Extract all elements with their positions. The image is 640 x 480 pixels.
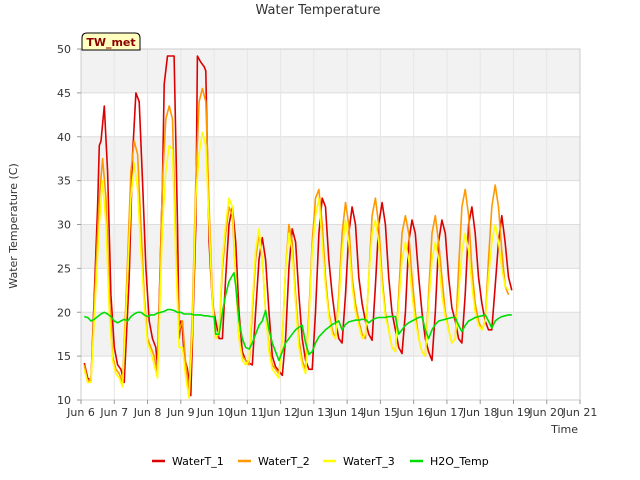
- chart-title: Water Temperature: [256, 3, 381, 18]
- legend-item-watert-2: WaterT_2: [238, 455, 310, 468]
- background-band: [81, 136, 580, 181]
- legend-item-watert-1: WaterT_1: [152, 455, 224, 468]
- series-line-watert-1: [83, 55, 513, 397]
- legend-label: WaterT_2: [258, 455, 310, 468]
- x-tick-label: Jun 13: [296, 406, 332, 419]
- x-axis-label: Time: [550, 423, 578, 436]
- badge-box: [81, 32, 141, 51]
- y-tick-label: 10: [57, 394, 71, 407]
- x-tick-label: Jun 9: [166, 406, 195, 419]
- y-axis-label: Water Temperature (C): [7, 163, 20, 288]
- x-tick-label: Jun 18: [462, 406, 498, 419]
- y-tick-label: 20: [57, 306, 71, 319]
- y-tick-label: 50: [57, 43, 71, 56]
- x-tick-label: Jun 7: [99, 406, 128, 419]
- y-tick-label: 25: [57, 262, 71, 275]
- x-tick-label: Jun 6: [66, 406, 95, 419]
- legend: WaterT_1 WaterT_2 WaterT_3 H2O_Temp: [152, 455, 489, 468]
- x-tick-label: Jun 11: [229, 406, 265, 419]
- x-tick-label: Jun 17: [429, 406, 465, 419]
- y-tick-label: 15: [57, 350, 71, 363]
- x-tick-label: Jun 16: [395, 406, 431, 419]
- legend-item-watert-3: WaterT_3: [323, 455, 395, 468]
- background-band: [81, 49, 580, 93]
- x-tick-label: Jun 10: [196, 406, 232, 419]
- legend-label: H2O_Temp: [430, 455, 489, 468]
- series-line-h2o-temp: [84, 272, 512, 362]
- series-lines: [83, 55, 513, 399]
- x-tick-label: Jun 8: [133, 406, 162, 419]
- x-tick-label: Jun 12: [262, 406, 298, 419]
- x-tick-label: Jun 15: [362, 406, 398, 419]
- x-tick-label: Jun 21: [562, 406, 598, 419]
- legend-label: WaterT_3: [343, 455, 395, 468]
- legend-label: WaterT_1: [172, 455, 224, 468]
- legend-item-h2o-temp: H2O_Temp: [410, 455, 489, 468]
- badge-label: TW_met: [86, 36, 135, 49]
- series-line-watert-3: [83, 131, 510, 399]
- tw-met-badge: TW_met: [81, 32, 141, 51]
- y-tick-label: 30: [57, 219, 71, 232]
- x-tick-label: Jun 20: [528, 406, 564, 419]
- y-axis-ticks: 10 15 20 25 30 35 40 45 50: [57, 43, 81, 407]
- y-tick-label: 40: [57, 131, 71, 144]
- x-tick-label: Jun 19: [495, 406, 531, 419]
- y-tick-label: 45: [57, 87, 71, 100]
- y-tick-label: 35: [57, 175, 71, 188]
- x-tick-label: Jun 14: [329, 406, 365, 419]
